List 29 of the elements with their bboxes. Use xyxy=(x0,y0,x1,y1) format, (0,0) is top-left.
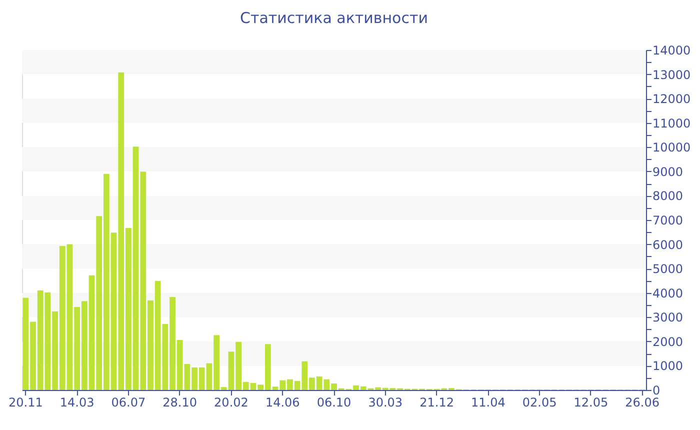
x-tick-label: 12.05 xyxy=(574,396,608,410)
y-tick-label: 11000 xyxy=(652,116,691,130)
y-tick-label: 1000 xyxy=(652,359,684,374)
y-tick-label: 7000 xyxy=(652,214,684,228)
x-tick-label: 02.05 xyxy=(522,396,557,410)
x-tick-label: 30.03 xyxy=(368,396,403,410)
y-tick-label: 8000 xyxy=(652,189,684,204)
y-tick-label: 10000 xyxy=(652,140,691,155)
y-tick-label: 6000 xyxy=(652,238,684,252)
x-tick-label: 14.03 xyxy=(60,396,94,410)
y-tick-label: 4000 xyxy=(652,286,684,300)
y-tick-label: 2000 xyxy=(652,334,684,349)
x-tick-label: 20.02 xyxy=(214,396,248,410)
x-tick-label: 06.10 xyxy=(316,396,352,410)
y-tick-label: 12000 xyxy=(652,92,691,106)
x-tick-label: 26.06 xyxy=(625,396,660,410)
x-tick-label: 20.11 xyxy=(8,396,43,410)
y-tick-label: 3000 xyxy=(652,310,684,325)
chart-title: Статистика активности xyxy=(240,9,428,27)
x-tick-label: 14.06 xyxy=(265,396,300,410)
x-tick-label: 28.10 xyxy=(162,396,198,410)
y-tick-label: 14000 xyxy=(652,44,691,58)
x-tick-label: 11.04 xyxy=(470,396,506,410)
y-tick-label: 13000 xyxy=(652,68,691,82)
x-tick-label: 21.12 xyxy=(420,396,454,410)
y-tick-label: 9000 xyxy=(652,164,684,179)
x-tick-label: 06.07 xyxy=(111,396,146,410)
y-tick-label: 5000 xyxy=(652,262,684,276)
y-tick-label: 0 xyxy=(652,384,660,398)
